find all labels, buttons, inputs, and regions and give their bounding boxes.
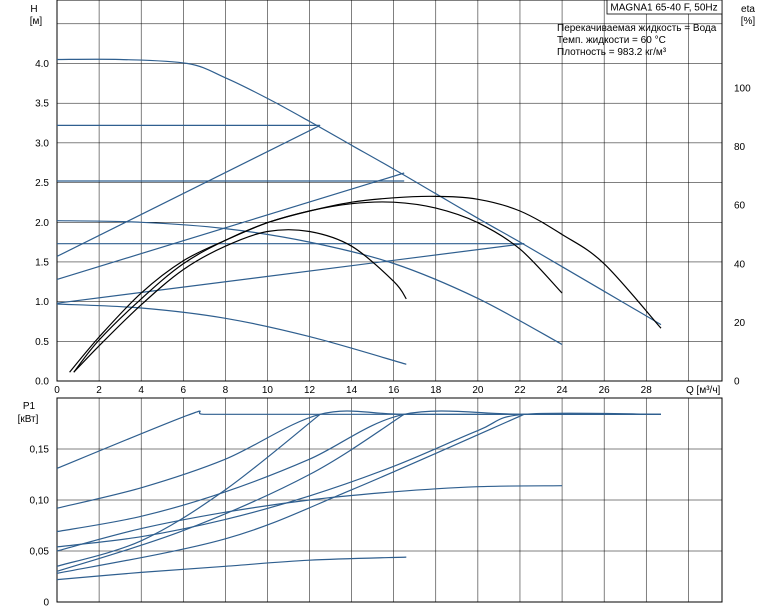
head-tick-label: 4.0 xyxy=(35,59,49,70)
power-curve xyxy=(56,485,563,552)
axis-ticks: 0 2 4 6 8 10 12 14 16 18 20 22 24 26 280.00.51.01.52.0… xyxy=(30,59,752,609)
head-curve xyxy=(56,124,321,257)
head-axis-symbol: H xyxy=(30,4,37,15)
chart-title: MAGNA1 65-40 F, 50Hz xyxy=(610,3,717,14)
flow-tick-label: 8 xyxy=(223,385,229,396)
flow-tick-label: 20 xyxy=(472,385,484,396)
power-tick-label: 0,05 xyxy=(30,547,50,558)
temperature-info: Темп. жидкости = 60 °C xyxy=(557,35,666,46)
head-curve xyxy=(56,243,525,304)
flow-tick-label: 6 xyxy=(180,385,186,396)
efficiency-curve xyxy=(73,201,563,373)
head-grid xyxy=(56,0,723,382)
power-curve xyxy=(56,410,661,509)
eta-axis-symbol: eta xyxy=(741,4,755,15)
flow-tick-label: 0 xyxy=(54,385,60,396)
head-tick-label: 0.5 xyxy=(35,337,49,348)
power-tick-label: 0 xyxy=(43,598,49,609)
power-grid xyxy=(56,397,723,603)
head-axis-unit: [м] xyxy=(30,16,43,27)
head-plot-frame xyxy=(56,0,723,382)
flow-tick-label: 10 xyxy=(262,385,274,396)
head-curve xyxy=(56,58,662,326)
eta-tick-label: 60 xyxy=(734,201,746,212)
power-curves xyxy=(56,410,662,581)
head-tick-label: 3.0 xyxy=(35,138,49,149)
head-tick-label: 3.5 xyxy=(35,99,49,110)
head-curve xyxy=(56,303,407,365)
power-tick-label: 0,10 xyxy=(30,496,50,507)
eta-tick-label: 40 xyxy=(734,259,746,270)
power-plot-frame xyxy=(56,397,723,603)
power-axis-unit: [кВт] xyxy=(18,414,39,425)
flow-axis-label: Q [м³/ч] xyxy=(686,385,721,396)
efficiency-curve xyxy=(73,229,407,373)
fluid-info: Перекачиваемая жидкость = Вода xyxy=(557,23,717,34)
power-axis-symbol: P1 xyxy=(23,401,36,412)
power-curve xyxy=(56,556,407,581)
flow-tick-label: 28 xyxy=(641,385,653,396)
power-curve xyxy=(56,413,321,567)
power-curve xyxy=(56,410,661,469)
flow-tick-label: 22 xyxy=(514,385,526,396)
head-tick-label: 2.0 xyxy=(35,218,49,229)
head-curve xyxy=(56,220,563,346)
head-tick-label: 2.5 xyxy=(35,178,49,189)
density-info: Плотность = 983.2 кг/м³ xyxy=(557,47,667,58)
flow-tick-label: 16 xyxy=(388,385,400,396)
head-tick-label: 1.0 xyxy=(35,297,49,308)
power-curve xyxy=(56,413,405,572)
flow-tick-label: 2 xyxy=(96,385,102,396)
eta-tick-label: 0 xyxy=(734,377,740,388)
head-tick-label: 0.0 xyxy=(35,377,49,388)
eta-tick-label: 100 xyxy=(734,83,751,94)
efficiency-curve xyxy=(69,195,662,373)
flow-tick-label: 26 xyxy=(599,385,611,396)
flow-tick-label: 4 xyxy=(138,385,144,396)
eta-axis-unit: [%] xyxy=(741,16,756,27)
eta-tick-label: 80 xyxy=(734,142,746,153)
flow-tick-label: 24 xyxy=(557,385,569,396)
head-tick-label: 1.5 xyxy=(35,257,49,268)
flow-tick-label: 12 xyxy=(304,385,316,396)
flow-tick-label: 14 xyxy=(346,385,358,396)
power-curve xyxy=(56,410,661,533)
power-tick-label: 0,15 xyxy=(30,445,50,456)
eta-tick-label: 20 xyxy=(734,318,746,329)
flow-tick-label: 18 xyxy=(430,385,442,396)
head-curve xyxy=(56,172,405,280)
title-box xyxy=(606,0,723,15)
power-curve xyxy=(56,413,525,574)
head-curves xyxy=(56,58,662,373)
